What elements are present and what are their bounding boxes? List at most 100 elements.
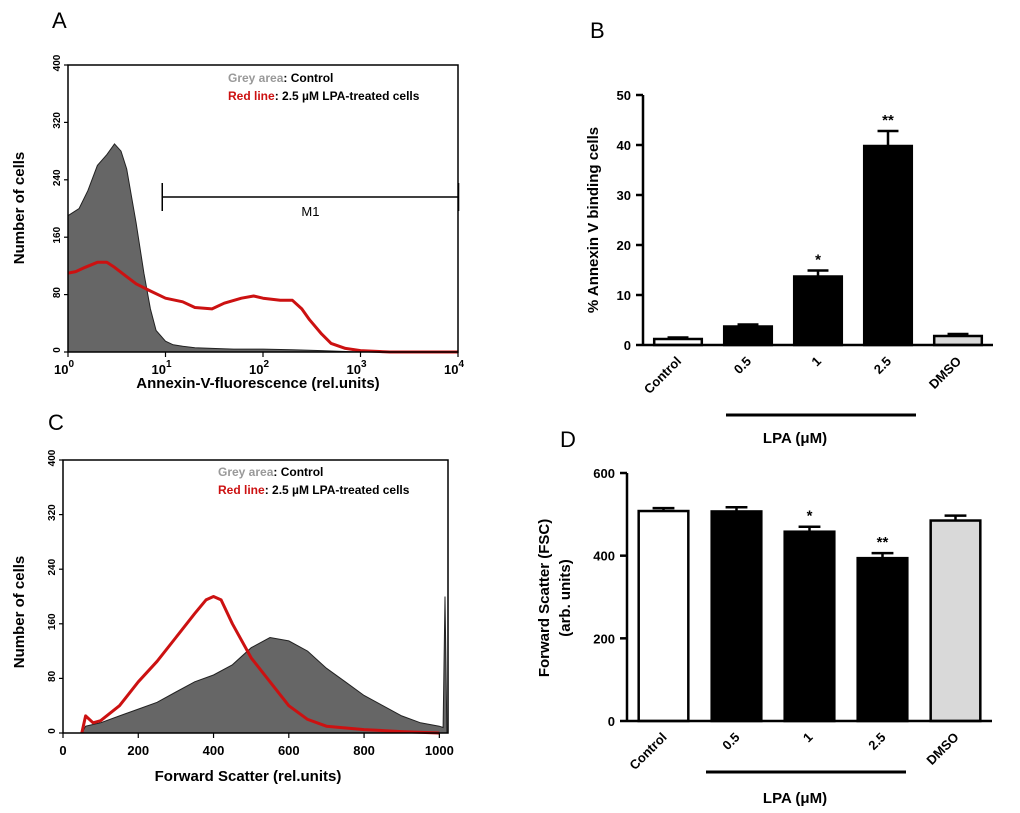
panel-b-group-label: LPA (μM) — [763, 430, 827, 447]
category-label: 1 — [808, 354, 824, 370]
category-label: 0.5 — [719, 730, 742, 753]
x-tick-base: 10 — [54, 362, 68, 377]
svg-text:Red line: 2.5 µM LPA-treated c: Red line: 2.5 µM LPA-treated cells — [228, 89, 420, 103]
panel-a-legend: Grey area: Control Red line: 2.5 µM LPA-… — [228, 71, 420, 103]
panel-letter-c: C — [48, 410, 64, 435]
panel-c-legend-grey-key: Grey area — [218, 465, 274, 479]
significance-label: ** — [882, 112, 894, 129]
panel-c-frame — [62, 459, 449, 734]
y-tick-label: 160 — [47, 613, 58, 630]
bar — [932, 334, 984, 347]
x-tick-label: 0 — [59, 743, 66, 758]
y-tick-label: 10 — [617, 288, 631, 303]
x-tick-exponent: 0 — [68, 359, 74, 370]
panel-c-legend-red-key: Red line — [218, 483, 265, 497]
panel-c-legend-red-text: : 2.5 µM LPA-treated cells — [265, 483, 410, 497]
y-tick-label: 320 — [52, 112, 63, 129]
x-tick-label: 600 — [278, 743, 300, 758]
category-label: 0.5 — [731, 354, 754, 377]
panel-a-legend-grey-key: Grey area — [228, 71, 284, 85]
x-tick-label: 400 — [203, 743, 225, 758]
category-label: DMSO — [923, 730, 961, 768]
x-tick-label: 102 — [249, 359, 269, 377]
y-tick-label: 20 — [617, 238, 631, 253]
bar — [710, 510, 763, 723]
category-label: Control — [626, 730, 669, 773]
x-tick-exponent: 1 — [166, 359, 172, 370]
x-tick-exponent: 3 — [361, 359, 367, 370]
panel-letter-b: B — [590, 18, 605, 43]
x-tick-label: 800 — [353, 743, 375, 758]
panel-d-bars: *** — [637, 506, 982, 723]
category-label: 2.5 — [865, 730, 888, 753]
x-tick-label: 103 — [346, 359, 366, 377]
panel-b-bars: *** — [652, 112, 984, 347]
panel-c-y-ticks: 0 80 160 240 320 400 — [47, 449, 63, 734]
category-label: 2.5 — [871, 354, 894, 377]
panel-b-y-axis-title: % Annexin V binding cells — [585, 127, 602, 313]
panel-c-histogram: 0 80 160 240 320 400 0 200 400 600 800 1000 Number… — [11, 449, 454, 785]
panel-c-legend-grey-text: : Control — [273, 465, 323, 479]
category-label: Control — [641, 354, 684, 397]
panel-d-y-axis-title: Forward Scatter (FSC) — [536, 519, 553, 677]
panel-c-x-axis-title: Forward Scatter (rel.units) — [155, 768, 342, 785]
y-tick-label: 80 — [47, 670, 58, 682]
y-tick-label: 0 — [624, 338, 631, 353]
category-label: DMSO — [926, 354, 964, 392]
x-tick-base: 10 — [249, 362, 263, 377]
y-tick-label: 240 — [52, 169, 63, 186]
x-tick-base: 10 — [346, 362, 360, 377]
panel-letter-d: D — [560, 427, 576, 452]
x-tick-label: 200 — [127, 743, 149, 758]
bar — [783, 530, 836, 723]
panel-b-axes: Control 0.5 1 2.5 DMSO 0 10 20 30 40 50 — [617, 88, 993, 397]
y-tick-label: 160 — [52, 226, 63, 243]
svg-text:Grey area: Control: Grey area: Control — [228, 71, 333, 85]
significance-label: * — [807, 508, 813, 525]
category-label: 1 — [800, 730, 816, 746]
x-tick-label: 1000 — [425, 743, 454, 758]
x-tick-exponent: 2 — [263, 359, 269, 370]
x-tick-base: 10 — [151, 362, 165, 377]
series-control-area — [67, 143, 458, 353]
x-tick-label: 104 — [444, 359, 464, 377]
panel-c-y-axis-title: Number of cells — [11, 556, 28, 669]
y-tick-label: 400 — [47, 449, 58, 466]
m1-label: M1 — [301, 204, 319, 219]
y-tick-label: 200 — [593, 631, 615, 646]
svg-text:Grey area: Control: Grey area: Control — [218, 465, 323, 479]
panel-a-series — [67, 143, 458, 354]
x-tick-label: 101 — [151, 359, 171, 377]
panel-letter-a: A — [52, 8, 67, 33]
bar — [637, 509, 690, 723]
panel-a-x-ticks: 100 101 102 103 104 — [54, 352, 464, 377]
series-lpa-line — [80, 595, 440, 735]
panel-a-y-ticks: 0 80 160 240 320 400 — [52, 54, 68, 353]
panel-c-x-ticks: 0 200 400 600 800 1000 — [59, 733, 454, 758]
x-tick-base: 10 — [444, 362, 458, 377]
y-tick-label: 0 — [47, 728, 58, 734]
y-tick-label: 400 — [52, 54, 63, 71]
panel-a-x-axis-title: Annexin-V-fluorescence (rel.units) — [136, 375, 379, 392]
y-tick-label: 600 — [593, 466, 615, 481]
y-tick-label: 30 — [617, 188, 631, 203]
bar — [929, 519, 982, 723]
y-tick-label: 320 — [47, 504, 58, 521]
svg-text:Red line: 2.5 µM LPA-treated c: Red line: 2.5 µM LPA-treated cells — [218, 483, 410, 497]
significance-label: ** — [877, 534, 889, 551]
x-tick-exponent: 4 — [458, 359, 464, 370]
bar — [722, 325, 774, 347]
significance-label: * — [815, 252, 821, 269]
bar — [792, 275, 844, 347]
series-lpa-line — [67, 260, 458, 354]
y-tick-label: 80 — [52, 287, 63, 299]
bar — [862, 144, 914, 347]
y-tick-label: 400 — [593, 549, 615, 564]
panel-d-group-label: LPA (μM) — [763, 790, 827, 807]
x-tick-label: 100 — [54, 359, 74, 377]
panel-a-y-axis-title: Number of cells — [11, 152, 28, 265]
panel-d-y-axis-title-units: (arb. units) — [557, 559, 574, 637]
y-tick-label: 50 — [617, 88, 631, 103]
